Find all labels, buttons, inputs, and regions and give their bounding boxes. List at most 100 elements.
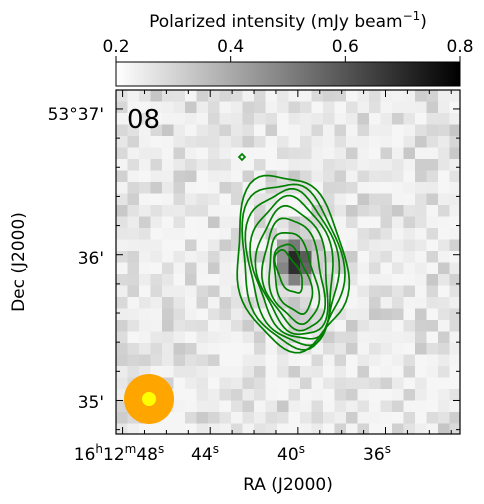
pixel (357, 193, 370, 206)
pixel (369, 113, 381, 125)
pixel (323, 331, 335, 344)
pixel (311, 400, 324, 413)
pixel (369, 320, 381, 332)
pixel (426, 343, 439, 355)
pixel (231, 320, 243, 332)
pixel (196, 170, 209, 183)
pixel (208, 297, 220, 309)
colorbar-tick-label: 0.8 (446, 37, 473, 57)
pixel (277, 377, 289, 390)
pixel (346, 412, 358, 424)
pixel (449, 297, 460, 309)
pixel (403, 285, 416, 298)
pixel (334, 124, 347, 137)
colorbar-tick-label: 0.6 (332, 37, 359, 57)
pixel (116, 343, 128, 355)
pixel (369, 205, 381, 217)
pixel (185, 423, 197, 434)
pixel (311, 297, 324, 309)
pixel (139, 308, 151, 321)
y-axis-label: Dec (J2000) (9, 212, 29, 312)
pixel (185, 285, 197, 298)
pixel (426, 101, 439, 114)
pixel (403, 205, 416, 217)
pixel (150, 216, 163, 229)
pixel (185, 262, 197, 275)
pixel (208, 90, 220, 102)
pixel (357, 377, 370, 390)
pixel (219, 136, 232, 148)
pixel (116, 412, 128, 424)
pixel (127, 251, 140, 263)
pixel (300, 297, 312, 309)
pixel (208, 320, 220, 332)
pixel (323, 377, 335, 390)
pixel (277, 216, 289, 229)
pixel (196, 113, 209, 125)
pixel (403, 320, 416, 332)
pixel (196, 193, 209, 206)
pixel (139, 239, 151, 252)
pixel (208, 343, 220, 355)
pixel (127, 113, 140, 125)
pixel (231, 377, 243, 390)
pixel (208, 193, 220, 206)
pixel (380, 101, 393, 114)
pixel (357, 343, 370, 355)
colorbar-ticks: 0.2 0.4 0.6 0.8 (102, 37, 474, 62)
pixel (380, 136, 393, 148)
pixel (438, 159, 450, 171)
pixel (173, 124, 186, 137)
pixel (357, 113, 370, 125)
pixel (219, 400, 232, 413)
pixel (288, 320, 301, 332)
pixel (254, 297, 266, 309)
pixel (403, 193, 416, 206)
pixel (277, 182, 289, 194)
pixel (369, 412, 381, 424)
pixel (449, 285, 460, 298)
pixel (277, 366, 289, 378)
pixel (208, 124, 220, 137)
pixel (116, 389, 128, 401)
pixel (300, 400, 312, 413)
pixel (323, 124, 335, 137)
pixel (162, 274, 174, 286)
pixel (438, 400, 450, 413)
pixel (231, 423, 243, 434)
pixel (277, 193, 289, 206)
pixel (334, 285, 347, 298)
pixel (369, 274, 381, 286)
pixel (162, 343, 174, 355)
pixel (403, 124, 416, 137)
pixel (300, 124, 312, 137)
pixel (185, 308, 197, 321)
pixel (277, 285, 289, 298)
pixel (116, 320, 128, 332)
pixel (173, 170, 186, 183)
pixel (392, 262, 404, 275)
pixel (438, 205, 450, 217)
pixel (357, 308, 370, 321)
pixel (254, 216, 266, 229)
pixel (254, 262, 266, 275)
pixel (127, 228, 140, 240)
pixel (438, 101, 450, 114)
pixel (449, 343, 460, 355)
pixel (380, 343, 393, 355)
panel-label: 08 (127, 105, 160, 135)
pixel (426, 147, 439, 160)
colorbar-gradient (115, 61, 461, 87)
pixel (185, 366, 197, 378)
pixel (116, 285, 128, 298)
pixel (449, 216, 460, 229)
pixel (311, 193, 324, 206)
pixel (277, 251, 289, 263)
pixel (185, 354, 197, 367)
pixel (219, 354, 232, 367)
pixel (380, 389, 393, 401)
pixel (334, 205, 347, 217)
pixel (392, 251, 404, 263)
pixel (208, 136, 220, 148)
pixel (346, 136, 358, 148)
